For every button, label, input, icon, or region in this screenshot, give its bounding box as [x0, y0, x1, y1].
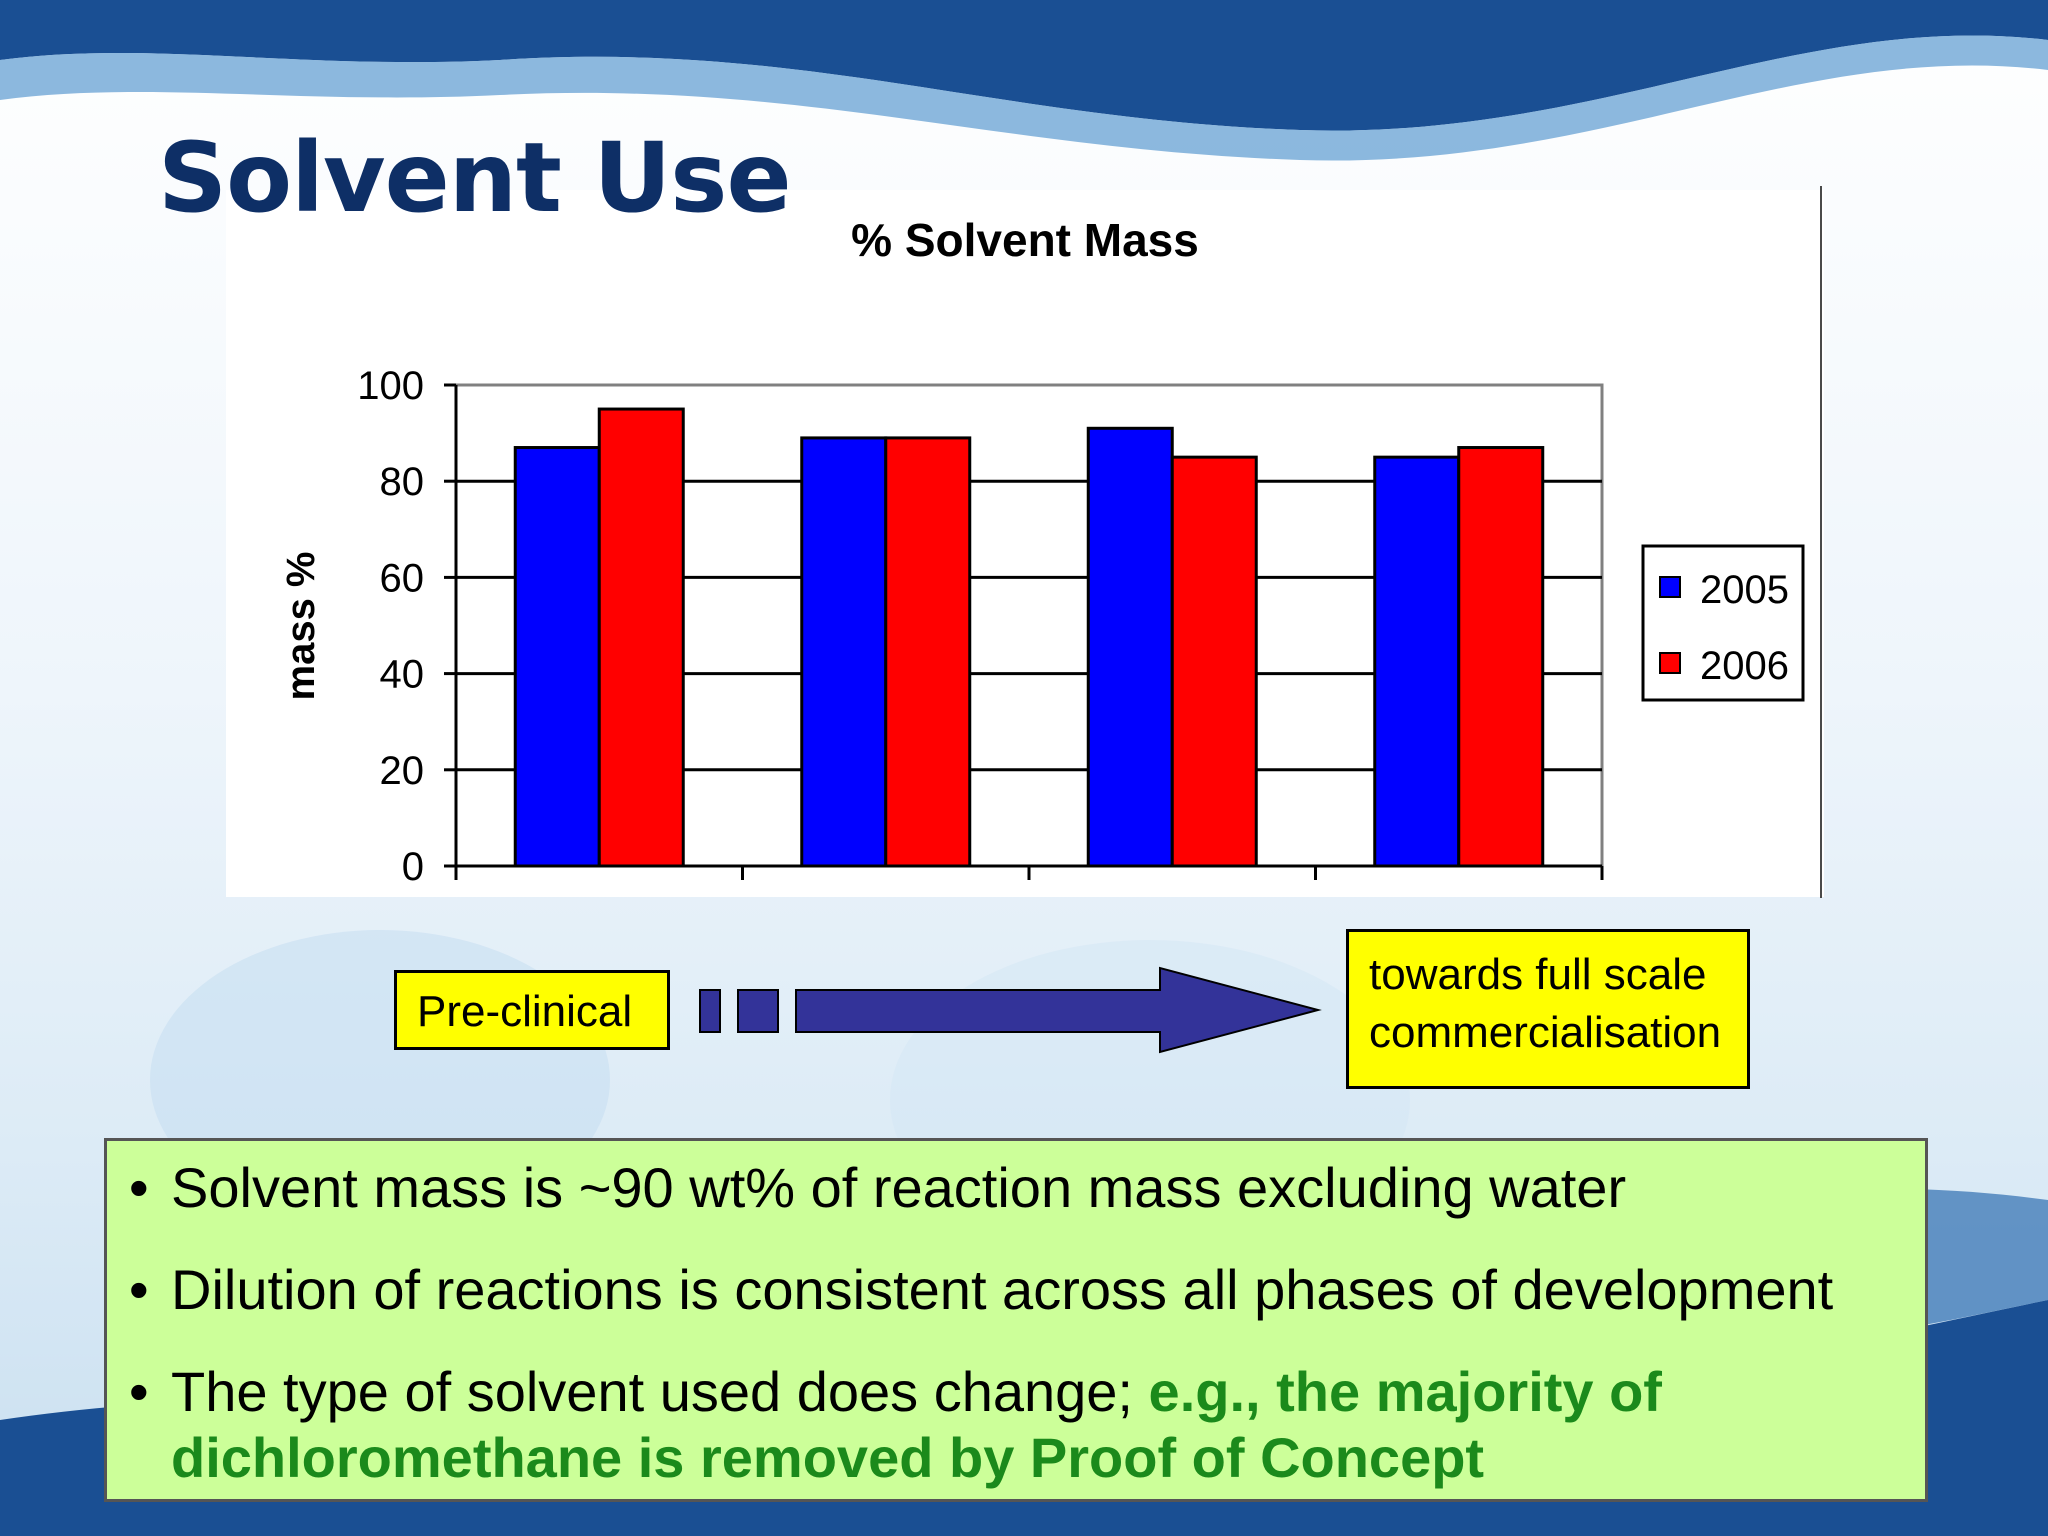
- bullet-text: Dilution of reactions is consistent acro…: [171, 1258, 1834, 1321]
- legend-label: 2005: [1700, 568, 1789, 612]
- progress-arrow: [699, 966, 1322, 1054]
- commercialisation-line-2: commercialisation: [1369, 1008, 1722, 1057]
- bar-2006: [1457, 446, 1545, 868]
- legend-label: 2006: [1700, 644, 1789, 688]
- bar-2005: [1086, 426, 1174, 868]
- y-tick-label: 0: [402, 845, 424, 889]
- bullet-dot: •: [129, 1156, 149, 1219]
- bar-2006: [597, 407, 685, 868]
- arrow-body: [795, 966, 1322, 1054]
- y-axis-label: mass %: [279, 552, 323, 701]
- legend-swatch-2006: [1659, 652, 1681, 674]
- bullet-highlight: e.g., the majority of dichloromethane is…: [171, 1360, 1662, 1489]
- slide-title: Solvent Use: [158, 122, 792, 234]
- bullet-item: • The type of solvent used does change; …: [129, 1359, 1925, 1491]
- y-tick-label: 100: [357, 364, 424, 408]
- pre-clinical-label: Pre-clinical: [417, 987, 633, 1036]
- arrow-dash-1: [699, 989, 721, 1033]
- bar-2005: [513, 446, 601, 868]
- bullet-item: • Solvent mass is ~90 wt% of reaction ma…: [129, 1155, 1925, 1221]
- y-tick-label: 80: [380, 460, 425, 504]
- chart-panel-edge: [1820, 186, 1822, 898]
- y-tick-label: 40: [380, 653, 425, 697]
- summary-bullets: • Solvent mass is ~90 wt% of reaction ma…: [104, 1138, 1928, 1502]
- chart-title: % Solvent Mass: [851, 214, 1199, 266]
- y-tick-label: 60: [380, 556, 425, 600]
- bullet-dot: •: [129, 1258, 149, 1321]
- bullet-item: • Dilution of reactions is consistent ac…: [129, 1257, 1925, 1323]
- bar-2005: [1373, 455, 1461, 868]
- bar-2006: [1170, 455, 1258, 868]
- bar-2005: [800, 436, 888, 868]
- pre-clinical-box: Pre-clinical: [394, 970, 670, 1050]
- commercialisation-line-1: towards full scale: [1369, 950, 1707, 999]
- bullet-text: The type of solvent used does change;: [171, 1360, 1149, 1423]
- legend: [1641, 544, 1805, 702]
- bar-2006: [884, 436, 972, 868]
- legend-swatch-2005: [1659, 576, 1681, 598]
- commercialisation-box: towards full scale commercialisation: [1346, 929, 1750, 1089]
- arrow-dash-2: [737, 989, 779, 1033]
- bullet-dot: •: [129, 1360, 149, 1423]
- bullet-text: Solvent mass is ~90 wt% of reaction mass…: [171, 1156, 1627, 1219]
- y-tick-label: 20: [380, 749, 425, 793]
